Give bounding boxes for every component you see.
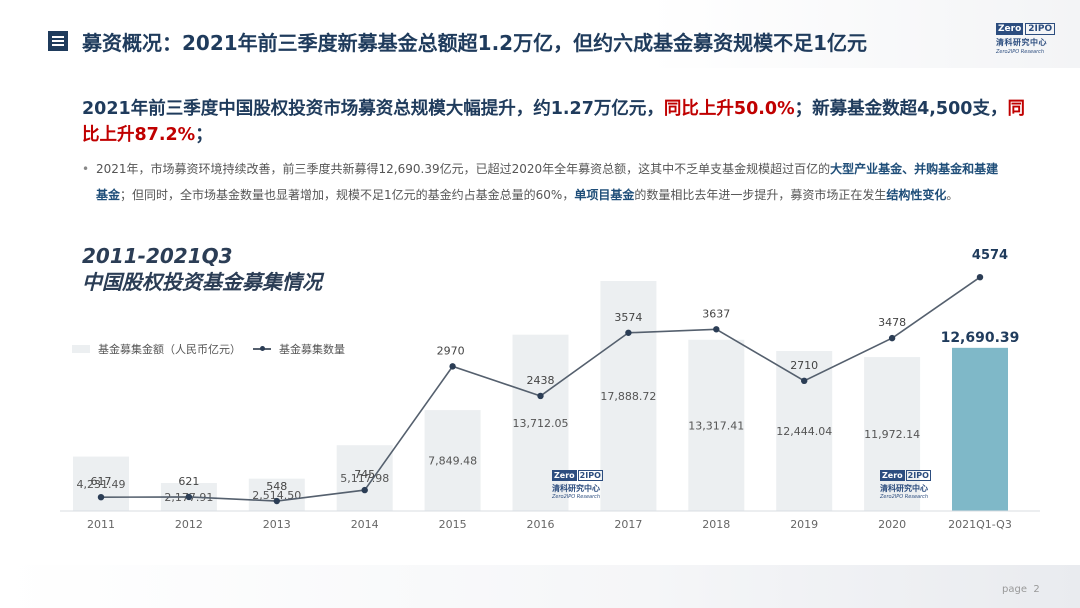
count-point-2014: [361, 486, 368, 494]
count-point-2012: [185, 493, 193, 501]
count-label-2019: 2710: [790, 359, 818, 372]
bullet-dot: •: [82, 162, 90, 176]
count-point-2018: [713, 326, 720, 333]
count-label-2014: 745: [354, 468, 375, 481]
watermark-name-en: Zero2IPO Research: [552, 494, 601, 500]
bullet-text-4: 。: [946, 188, 959, 202]
logo-mark-left: Zero: [996, 23, 1024, 35]
bar-label-2015: 7,849.48: [428, 455, 477, 468]
count-point-2011: [97, 493, 105, 501]
watermark-name-cn: 清科研究中心: [880, 484, 928, 493]
headline-highlight-2: 同比上升87.2%: [82, 99, 1025, 145]
chart-title: 2011-2021Q3 中国股权投资基金募集情况: [82, 243, 322, 295]
count-label-2020: 3478: [878, 316, 906, 329]
count-label-2013: 548: [266, 480, 287, 493]
page-number-value: 2: [1033, 584, 1040, 595]
legend-bar-label: 基金募集金额（人民币亿元）: [98, 343, 241, 356]
watermark-name-cn: 清科研究中心: [552, 484, 600, 493]
bar-label-2018: 13,317.41: [688, 419, 744, 432]
bar-2018: [688, 339, 745, 511]
bar-label-2017: 17,888.72: [600, 390, 656, 403]
bar-2020: [864, 357, 921, 511]
bar-2011: [73, 456, 129, 511]
watermark-mark-right: 2IPO: [577, 470, 603, 481]
footer-band: [0, 565, 1080, 608]
bar-label-2016: 13,712.05: [513, 417, 569, 430]
x-tick-2020: 2020: [878, 518, 906, 531]
x-tick-2017: 2017: [614, 518, 642, 531]
count-point-2015: [449, 363, 456, 370]
logo-mark-right: 2IPO: [1025, 23, 1056, 35]
bar-label-2021Q1-Q3: 12,690.39: [941, 330, 1020, 346]
count-label-2012: 621: [178, 475, 199, 488]
legend-line-swatch: [253, 344, 271, 354]
bullet-highlight-1: 大型产业基金、并购基金和基建基金: [96, 162, 999, 202]
summary-bullet: • 2021年，市场募资环境持续改善，前三季度共新募得12,690.39亿元，已…: [82, 156, 1007, 208]
bar-2017: [600, 281, 657, 511]
header-band: [0, 0, 1080, 68]
bullet-highlight-2: 单项目基金: [574, 188, 635, 202]
count-point-2013: [273, 497, 280, 505]
page-title: 募资概况：2021年前三季度新募基金总额超1.2万亿，但约六成基金募资规模不足1…: [82, 31, 868, 55]
x-tick-2018: 2018: [702, 518, 730, 531]
bar-2016: [512, 334, 569, 511]
bar-2015: [424, 410, 481, 511]
headline-text-2: ；新募基金数超4,500支，: [794, 99, 1008, 119]
count-point-2020: [888, 334, 896, 342]
x-tick-2014: 2014: [351, 518, 379, 531]
bar-2021Q1-Q3: [952, 347, 1008, 511]
x-tick-2013: 2013: [263, 518, 291, 531]
chart-legend: 基金募集金额（人民币亿元） 基金募集数量: [72, 341, 345, 357]
count-label-2015: 2970: [437, 344, 465, 357]
chart-watermark-right: Zero 2IPO 清科研究中心 Zero2IPO Research: [880, 470, 938, 504]
x-tick-2019: 2019: [790, 518, 818, 531]
watermark-mark-left: Zero: [552, 470, 577, 481]
menu-icon: [48, 31, 68, 51]
bar-label-2011: 4,231.49: [77, 478, 126, 491]
bar-2014: [336, 445, 393, 511]
count-label-2016: 2438: [527, 374, 555, 387]
count-point-2016: [537, 392, 544, 400]
count-label-2021Q1-Q3: 4574: [972, 248, 1008, 263]
chart-watermark-left: Zero 2IPO 清科研究中心 Zero2IPO Research: [552, 470, 610, 504]
bullet-text-3: 的数量相比去年进一步提升，募资市场正在发生: [634, 188, 887, 202]
x-tick-2021Q1-Q3: 2021Q1-Q3: [948, 518, 1012, 531]
count-point-2021Q1-Q3: [976, 273, 984, 281]
zero2ipo-logo: Zero 2IPO 清科研究中心 Zero2IPO Research: [996, 23, 1060, 61]
x-tick-2011: 2011: [87, 518, 115, 531]
watermark-mark-right: 2IPO: [905, 470, 931, 481]
headline: 2021年前三季度中国股权投资市场募资总规模大幅提升，约1.27万亿元，同比上升…: [82, 96, 1032, 148]
x-tick-2016: 2016: [527, 518, 555, 531]
legend-line-label: 基金募集数量: [279, 343, 345, 356]
page-label-text: page: [1002, 584, 1027, 595]
x-tick-2015: 2015: [439, 518, 467, 531]
bullet-highlight-3: 结构性变化: [886, 188, 947, 202]
count-point-2017: [625, 329, 632, 336]
bullet-text-2: ；但同时，全市场基金数量也显著增加，规模不足1亿元的基金约占基金总量的60%，: [120, 188, 575, 202]
page-number: page 2: [1002, 584, 1040, 595]
headline-text-1: 2021年前三季度中国股权投资市场募资总规模大幅提升，约1.27万亿元，: [82, 99, 664, 119]
count-label-2017: 3574: [614, 311, 642, 324]
headline-text-3: ；: [195, 125, 213, 145]
logo-name-cn: 清科研究中心: [996, 38, 1047, 47]
headline-highlight-1: 同比上升50.0%: [663, 99, 795, 119]
bar-label-2019: 12,444.04: [776, 425, 832, 438]
watermark-name-en: Zero2IPO Research: [880, 494, 929, 500]
count-point-2019: [801, 377, 808, 385]
count-label-2011: 617: [91, 475, 112, 488]
bar-label-2020: 11,972.14: [864, 428, 920, 441]
chart-title-line-1: 2011-2021Q3: [82, 244, 233, 268]
bar-label-2013: 2,514.50: [252, 489, 301, 502]
bar-label-2014: 5,117.98: [340, 472, 389, 485]
bullet-text-1: 2021年，市场募资环境持续改善，前三季度共新募得12,690.39亿元，已超过…: [96, 162, 831, 176]
chart-title-line-2: 中国股权投资基金募集情况: [82, 270, 322, 294]
logo-name-en: Zero2IPO Research: [996, 49, 1045, 55]
watermark-mark-left: Zero: [880, 470, 905, 481]
bar-2013: [248, 478, 305, 511]
legend-bar-swatch: [72, 345, 90, 353]
count-label-2018: 3637: [702, 307, 730, 320]
x-tick-2012: 2012: [175, 518, 203, 531]
